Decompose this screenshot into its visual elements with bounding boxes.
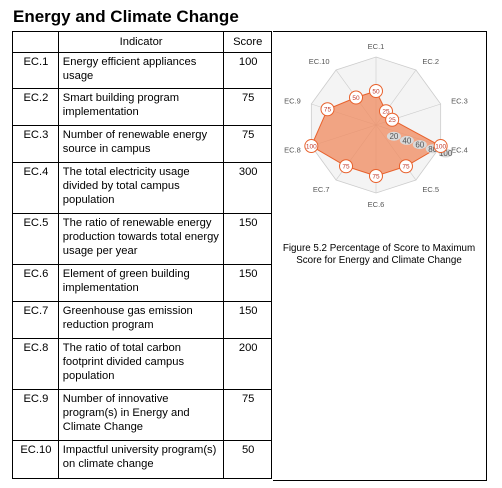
row-indicator: The ratio of renewable energy production… — [57, 213, 225, 265]
radar-axis-label: EC.2 — [422, 57, 439, 66]
row-score: 75 — [223, 88, 272, 126]
radar-data-point — [369, 84, 383, 98]
figure-box — [273, 31, 487, 481]
radar-data-label: 100 — [435, 143, 446, 150]
row-code: EC.5 — [12, 213, 59, 265]
row-score: 200 — [223, 338, 272, 390]
radar-axis-label: EC.8 — [284, 145, 301, 154]
table-row: EC.1 Energy efficient appliances usage 1… — [12, 52, 272, 89]
header-code — [12, 31, 59, 53]
radar-data-point — [385, 112, 400, 127]
row-indicator: Smart building program implementation — [57, 88, 225, 126]
radar-data-label: 75 — [372, 173, 380, 180]
radar-data-point — [304, 139, 319, 154]
row-code: EC.9 — [12, 389, 59, 441]
radar-tick-bg — [386, 131, 401, 141]
radar-data-label: 50 — [372, 88, 380, 95]
radar-axis-label: EC.5 — [422, 185, 439, 194]
radar-data-point — [339, 159, 354, 174]
radar-axis-label: EC.7 — [313, 185, 330, 194]
row-code: EC.6 — [12, 264, 59, 302]
row-indicator: Element of green building implementation — [57, 264, 225, 302]
header-indicator: Indicator — [57, 31, 225, 53]
indicator-table: Indicator Score EC.1 Energy efficient ap… — [12, 31, 272, 479]
row-score: 150 — [223, 264, 272, 302]
row-indicator: Greenhouse gas emission reduction progra… — [57, 301, 225, 339]
table-row: EC.10 Impactful university program(s) on… — [12, 440, 272, 479]
radar-tick-bg — [399, 135, 414, 145]
row-code: EC.7 — [12, 301, 59, 339]
radar-data-label: 75 — [342, 164, 350, 171]
radar-tick-bg — [412, 140, 427, 150]
radar-chart: EC.1 EC.2 EC.3 EC.4 EC.5 EC.6 EC.7 EC.8 EC.9 EC.1… — [284, 42, 468, 209]
figure-caption: Figure 5.2 Percentage of Score to Maximu… — [282, 243, 476, 266]
table-row: EC.2 Smart building program implementati… — [12, 88, 272, 126]
radar-data-point — [320, 102, 335, 117]
row-score: 100 — [223, 52, 272, 89]
radar-axis-label: EC.1 — [368, 42, 385, 51]
radar-tick-label: 20 — [389, 132, 398, 141]
radar-tick-label: 40 — [402, 136, 411, 145]
radar-axis-label: EC.4 — [451, 145, 468, 154]
radar-axis-label: EC.3 — [451, 97, 468, 106]
table-row: EC.4 The total electricity usage divided… — [12, 162, 272, 214]
row-indicator: Number of innovative program(s) in Energ… — [57, 389, 225, 441]
row-indicator: Impactful university program(s) on clima… — [57, 440, 225, 479]
radar-tick-label: 100 — [439, 149, 453, 158]
row-indicator: The total electricity usage divided by t… — [57, 162, 225, 214]
table-row: EC.5 The ratio of renewable energy produ… — [12, 213, 272, 265]
section-title: Energy and Climate Change — [13, 7, 239, 26]
row-code: EC.10 — [12, 440, 59, 479]
radar-data-label: 75 — [324, 107, 332, 114]
row-score: 150 — [223, 213, 272, 265]
radar-axis-label: EC.6 — [368, 200, 385, 209]
table-row: EC.8 The ratio of total carbon footprint… — [12, 338, 272, 390]
radar-data-label: 75 — [402, 164, 410, 171]
row-score: 300 — [223, 162, 272, 214]
row-code: EC.8 — [12, 338, 59, 390]
radar-axis-label: EC.9 — [284, 97, 301, 106]
row-score: 75 — [223, 125, 272, 163]
table-row: EC.9 Number of innovative program(s) in … — [12, 389, 272, 441]
radar-tick-label: 80 — [428, 145, 437, 154]
radar-data-point — [398, 159, 413, 174]
row-code: EC.3 — [12, 125, 59, 163]
radar-data-point — [349, 90, 364, 105]
table-row: EC.3 Number of renewable energy source i… — [12, 125, 272, 163]
radar-axis-label: EC.10 — [309, 57, 330, 66]
row-score: 50 — [223, 440, 272, 479]
radar-data-point — [369, 169, 383, 183]
row-code: EC.4 — [12, 162, 59, 214]
row-score: 150 — [223, 301, 272, 339]
header-score: Score — [223, 31, 272, 53]
row-indicator: Number of renewable energy source in cam… — [57, 125, 225, 163]
table-header-row: Indicator Score — [12, 31, 272, 53]
radar-data-point — [433, 139, 448, 154]
radar-data-label: 100 — [306, 143, 317, 150]
row-indicator: The ratio of total carbon footprint divi… — [57, 338, 225, 390]
radar-data-label: 25 — [382, 109, 390, 116]
table-row: EC.6 Element of green building implement… — [12, 264, 272, 302]
table-row: EC.7 Greenhouse gas emission reduction p… — [12, 301, 272, 339]
row-indicator: Energy efficient appliances usage — [57, 52, 225, 89]
row-score: 75 — [223, 389, 272, 441]
row-code: EC.2 — [12, 88, 59, 126]
row-code: EC.1 — [12, 52, 59, 89]
radar-data-label: 50 — [352, 95, 360, 102]
radar-tick-label: 60 — [415, 141, 424, 150]
radar-data-label: 25 — [389, 117, 397, 124]
